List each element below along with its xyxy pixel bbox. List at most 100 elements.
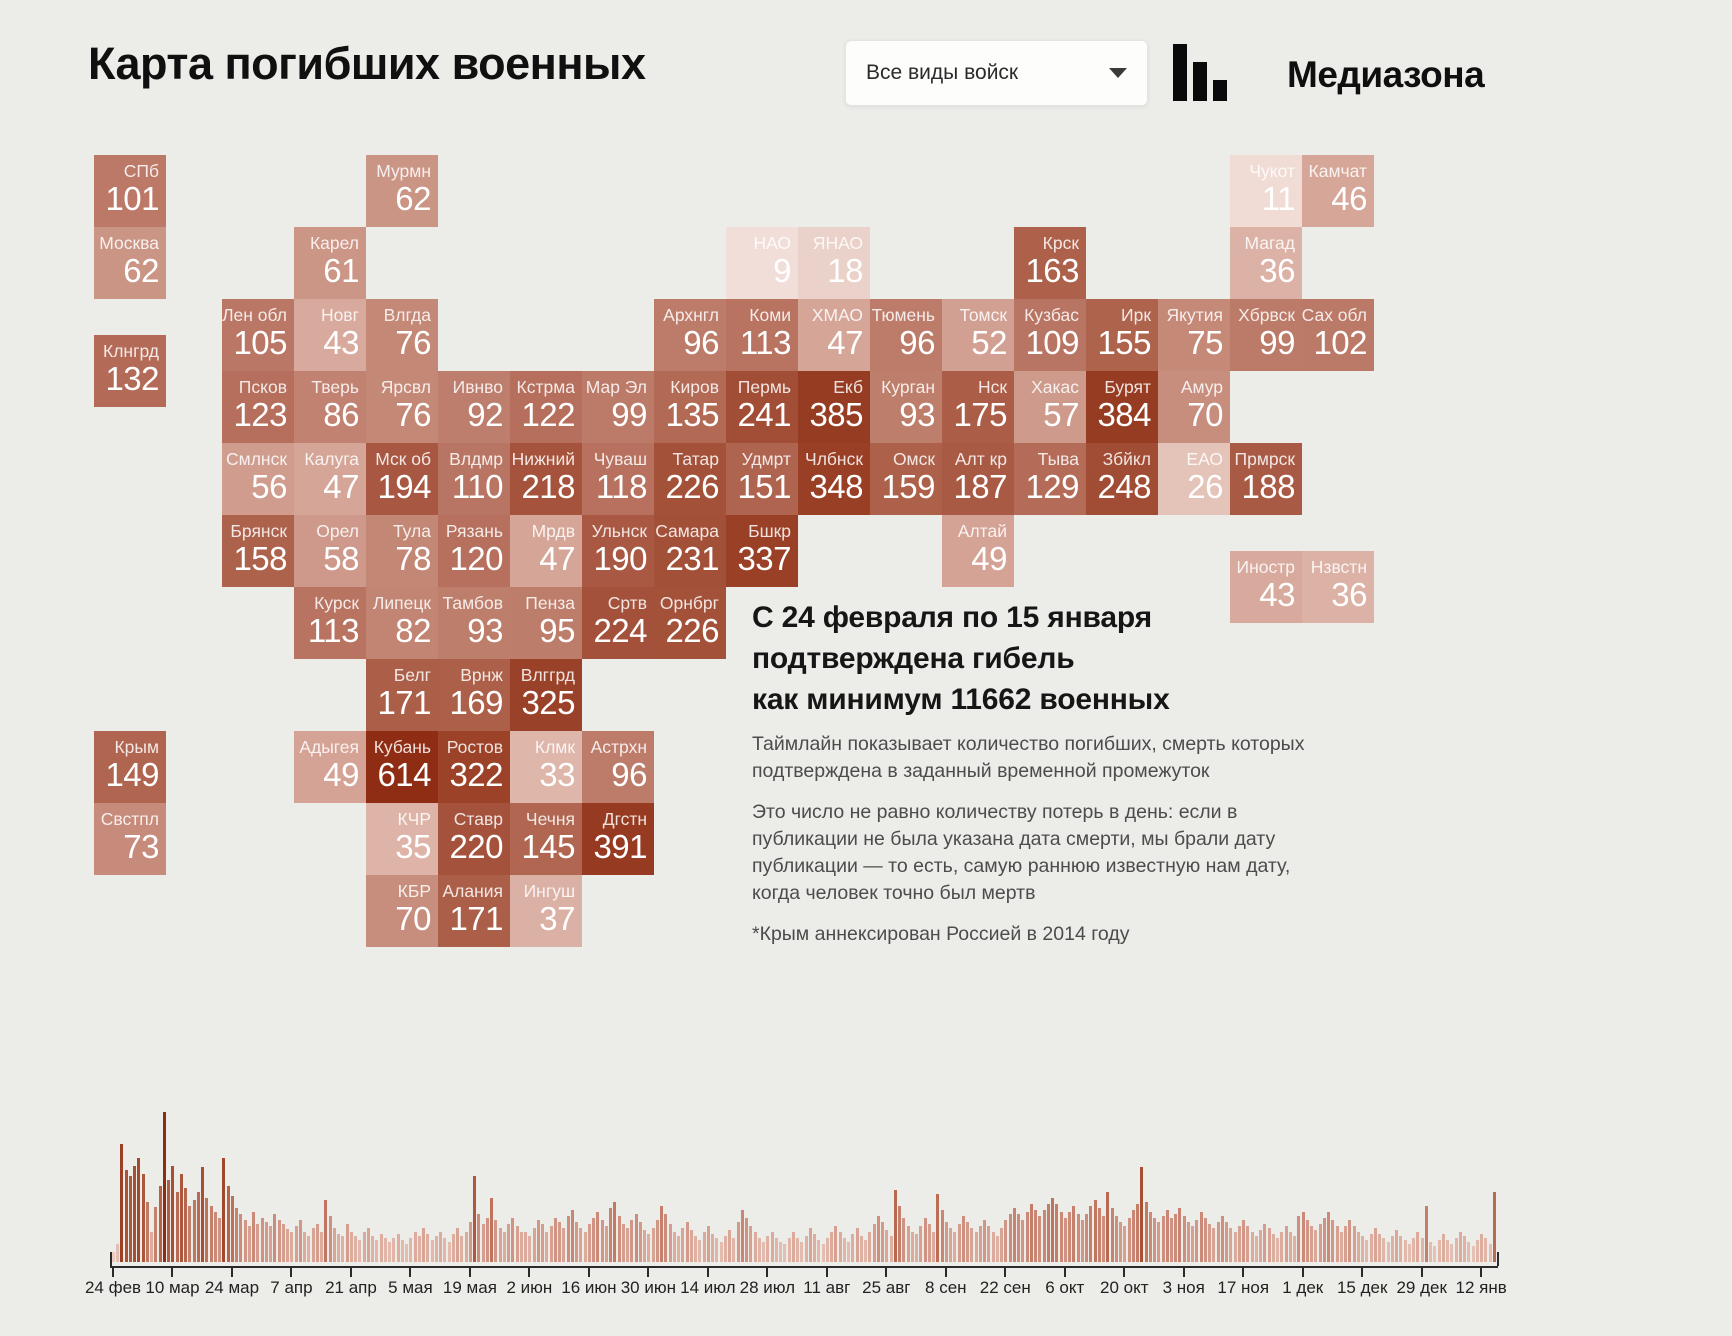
region-tile[interactable]: Алтай 49	[942, 515, 1014, 587]
timeline-bar[interactable]	[167, 1180, 171, 1262]
timeline-bar[interactable]	[881, 1222, 885, 1262]
timeline-bar[interactable]	[728, 1230, 732, 1262]
timeline-bar[interactable]	[1254, 1236, 1258, 1262]
timeline-bar[interactable]	[337, 1234, 341, 1262]
timeline-bar[interactable]	[1068, 1212, 1072, 1262]
timeline-bar[interactable]	[1174, 1214, 1178, 1262]
timeline-bar[interactable]	[685, 1222, 689, 1262]
timeline-bar[interactable]	[583, 1232, 587, 1262]
region-tile[interactable]: Магад 36	[1230, 227, 1302, 299]
timeline-bar[interactable]	[1314, 1230, 1318, 1262]
timeline-bar[interactable]	[949, 1228, 953, 1262]
timeline-bar[interactable]	[1276, 1238, 1280, 1262]
timeline-bar[interactable]	[158, 1186, 162, 1262]
timeline-bar[interactable]	[1416, 1232, 1420, 1262]
timeline-bar[interactable]	[796, 1238, 800, 1262]
timeline-bar[interactable]	[1017, 1214, 1021, 1262]
timeline-bar[interactable]	[1271, 1234, 1275, 1262]
timeline-bar[interactable]	[1153, 1218, 1156, 1262]
timeline-bar[interactable]	[264, 1222, 268, 1262]
timeline-bar[interactable]	[1407, 1244, 1411, 1262]
timeline-bar[interactable]	[974, 1232, 978, 1262]
timeline-bar[interactable]	[740, 1210, 744, 1262]
timeline-bar[interactable]	[668, 1224, 672, 1262]
timeline-bar[interactable]	[1467, 1242, 1471, 1262]
timeline-bar[interactable]	[269, 1226, 273, 1262]
region-tile[interactable]: Пермь 241	[726, 371, 798, 443]
timeline-bar[interactable]	[464, 1232, 468, 1262]
timeline-bar[interactable]	[1148, 1212, 1152, 1262]
timeline-bar[interactable]	[1140, 1167, 1144, 1262]
timeline-bar[interactable]	[311, 1228, 315, 1262]
timeline-bar[interactable]	[341, 1236, 345, 1262]
timeline-bar[interactable]	[1059, 1212, 1063, 1262]
timeline-bar[interactable]	[451, 1234, 455, 1262]
timeline-bar[interactable]	[1318, 1224, 1322, 1262]
timeline-bar[interactable]	[502, 1232, 506, 1262]
timeline-bar[interactable]	[116, 1244, 120, 1262]
region-tile[interactable]: Влгда 76	[366, 299, 438, 371]
timeline-bar[interactable]	[490, 1198, 494, 1262]
region-tile[interactable]: Омск 159	[870, 443, 942, 515]
region-tile[interactable]: Прмрск 188	[1230, 443, 1302, 515]
timeline-bar[interactable]	[864, 1240, 868, 1262]
region-tile[interactable]: Мар Эл 99	[582, 371, 654, 443]
timeline-bar[interactable]	[647, 1234, 651, 1262]
timeline-bar[interactable]	[1305, 1220, 1309, 1262]
timeline-bar[interactable]	[1004, 1220, 1008, 1262]
timeline-bar[interactable]	[434, 1236, 438, 1262]
timeline-bar[interactable]	[1441, 1234, 1445, 1262]
timeline-bar[interactable]	[294, 1226, 298, 1262]
timeline-bar[interactable]	[209, 1206, 213, 1262]
timeline-bar[interactable]	[1182, 1216, 1186, 1262]
timeline-bar[interactable]	[953, 1232, 957, 1262]
timeline-bar[interactable]	[579, 1228, 583, 1262]
timeline-bar[interactable]	[1335, 1226, 1339, 1262]
timeline-bar[interactable]	[375, 1240, 379, 1262]
timeline-bar[interactable]	[541, 1224, 545, 1262]
timeline-bar[interactable]	[1301, 1212, 1305, 1262]
timeline-bar[interactable]	[196, 1192, 200, 1262]
timeline-bar[interactable]	[715, 1238, 719, 1262]
timeline-bar[interactable]	[596, 1212, 600, 1262]
timeline-bar[interactable]	[345, 1224, 349, 1262]
timeline-bar[interactable]	[575, 1222, 579, 1262]
timeline-bar[interactable]	[898, 1206, 902, 1262]
timeline-bar[interactable]	[1267, 1228, 1271, 1262]
timeline-bar[interactable]	[655, 1220, 659, 1262]
timeline-bar[interactable]	[1127, 1218, 1131, 1262]
timeline-bar[interactable]	[1233, 1232, 1237, 1262]
timeline-bar[interactable]	[1208, 1224, 1212, 1262]
timeline-bar[interactable]	[634, 1214, 638, 1262]
timeline-bar[interactable]	[919, 1226, 923, 1262]
region-tile[interactable]: Бшкр 337	[726, 515, 798, 587]
timeline-bar[interactable]	[439, 1232, 443, 1262]
timeline-bar[interactable]	[719, 1242, 723, 1262]
timeline-bar[interactable]	[1382, 1238, 1386, 1262]
timeline-bar[interactable]	[923, 1218, 927, 1262]
region-tile[interactable]: Иностр 43	[1230, 551, 1302, 623]
region-tile[interactable]: Калуга 47	[294, 443, 366, 515]
region-tile[interactable]: Москва 62	[94, 227, 166, 299]
timeline-bar[interactable]	[660, 1206, 664, 1262]
timeline-bar[interactable]	[1220, 1216, 1224, 1262]
timeline-bar[interactable]	[855, 1228, 859, 1262]
timeline-bar[interactable]	[1322, 1218, 1326, 1262]
timeline-bar[interactable]	[260, 1218, 264, 1262]
timeline-bar[interactable]	[332, 1228, 336, 1262]
timeline-bar[interactable]	[834, 1226, 838, 1262]
region-tile[interactable]: Орнбрг 226	[654, 587, 726, 659]
region-tile[interactable]: Якутия 75	[1158, 299, 1230, 371]
timeline-bar[interactable]	[1119, 1222, 1122, 1262]
region-tile[interactable]: Адыгея 49	[294, 731, 366, 803]
timeline-bar[interactable]	[1429, 1242, 1433, 1262]
timeline-bar[interactable]	[1424, 1206, 1428, 1262]
timeline-bar[interactable]	[978, 1226, 982, 1262]
region-tile[interactable]: Тюмень 96	[870, 299, 942, 371]
timeline-bar[interactable]	[694, 1236, 698, 1262]
timeline-bar[interactable]	[1170, 1218, 1173, 1262]
timeline-bar[interactable]	[1356, 1232, 1360, 1262]
timeline-bar[interactable]	[519, 1232, 523, 1262]
region-tile[interactable]: Мурмн 62	[366, 155, 438, 227]
timeline-bar[interactable]	[1242, 1220, 1246, 1262]
